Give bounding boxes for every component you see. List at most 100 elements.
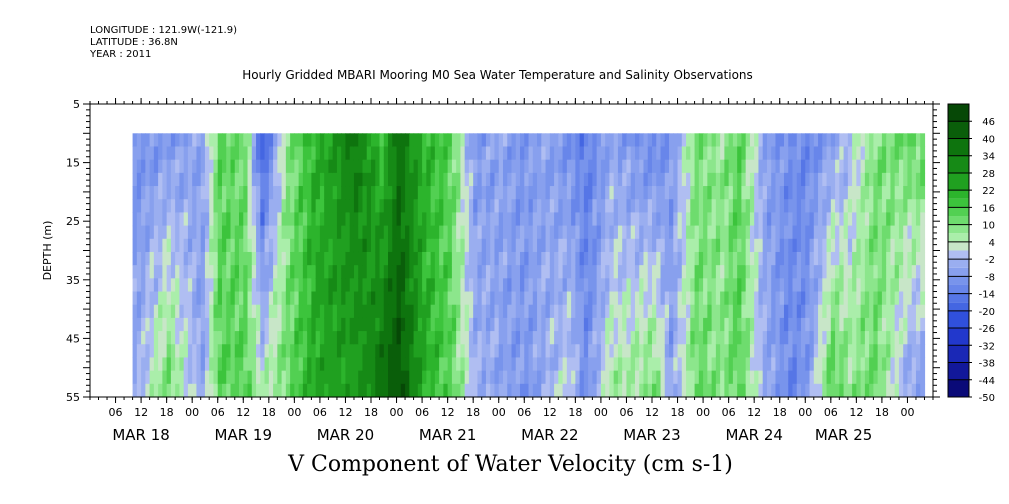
heatmap-cell xyxy=(149,159,155,174)
heatmap-cell xyxy=(758,133,764,148)
heatmap-cell xyxy=(609,186,615,200)
heatmap-cell xyxy=(277,317,283,332)
heatmap-cell xyxy=(451,172,457,187)
heatmap-cell xyxy=(566,133,572,148)
heatmap-cell xyxy=(562,265,568,279)
heatmap-cell xyxy=(353,225,359,240)
heatmap-cell xyxy=(758,383,764,398)
heatmap-cell xyxy=(383,212,389,227)
heatmap-cell xyxy=(915,186,921,200)
heatmap-cell xyxy=(132,383,138,398)
heatmap-cell xyxy=(477,331,483,345)
colorbar-swatch xyxy=(948,104,969,122)
heatmap-cell xyxy=(626,383,632,398)
heatmap-cell xyxy=(511,317,517,332)
heatmap-cell xyxy=(447,172,453,187)
heatmap-cell xyxy=(332,278,338,293)
heatmap-cell xyxy=(226,291,232,306)
heatmap-cell xyxy=(247,238,253,253)
heatmap-cell xyxy=(609,212,615,227)
heatmap-cell xyxy=(856,159,862,174)
heatmap-cell xyxy=(498,383,504,398)
heatmap-cell xyxy=(796,304,802,319)
heatmap-cell xyxy=(324,251,330,266)
heatmap-cell xyxy=(290,383,295,398)
heatmap-cell xyxy=(711,159,717,174)
heatmap-cell xyxy=(349,238,355,253)
heatmap-cell xyxy=(524,304,530,319)
heatmap-cell xyxy=(575,199,581,214)
x-date-labels: MAR 18 MAR 19 MAR 20 MAR 21 MAR 22 MAR 23 MAR … xyxy=(112,426,872,444)
heatmap-cell xyxy=(409,146,415,161)
heatmap-cell xyxy=(813,265,819,279)
heatmap-cell xyxy=(826,357,832,372)
heatmap-cell xyxy=(822,159,828,174)
heatmap-cell xyxy=(341,238,347,253)
heatmap-cell xyxy=(596,317,602,332)
heatmap-cell xyxy=(681,251,687,266)
x-date-label: MAR 25 xyxy=(815,426,872,444)
heatmap-cell xyxy=(149,357,155,372)
heatmap-cell xyxy=(196,317,202,332)
heatmap-field xyxy=(132,133,926,398)
heatmap-cell xyxy=(681,291,687,306)
heatmap-cell xyxy=(805,317,811,332)
heatmap-cell xyxy=(605,304,611,319)
heatmap-cell xyxy=(728,265,734,279)
heatmap-cell xyxy=(345,331,351,345)
heatmap-cell xyxy=(251,159,257,174)
heatmap-cell xyxy=(332,133,338,148)
heatmap-cell xyxy=(775,146,781,161)
heatmap-cell xyxy=(162,133,168,148)
heatmap-cell xyxy=(613,370,619,385)
heatmap-cell xyxy=(830,186,836,200)
heatmap-cell xyxy=(170,278,176,293)
heatmap-cell xyxy=(481,304,487,319)
heatmap-cell xyxy=(669,278,674,293)
heatmap-cell xyxy=(839,331,845,345)
heatmap-cell xyxy=(630,357,636,372)
heatmap-cell xyxy=(302,278,308,293)
heatmap-cell xyxy=(881,212,887,227)
heatmap-cell xyxy=(277,331,283,345)
heatmap-cell xyxy=(715,383,721,398)
heatmap-cell xyxy=(737,370,743,385)
heatmap-cell xyxy=(869,383,874,398)
heatmap-cell xyxy=(643,344,649,359)
heatmap-cell xyxy=(630,172,636,187)
heatmap-cell xyxy=(264,212,270,227)
heatmap-cell xyxy=(362,186,368,200)
heatmap-cell xyxy=(256,133,261,148)
heatmap-cell xyxy=(336,251,342,266)
heatmap-cell xyxy=(732,304,738,319)
heatmap-cell xyxy=(324,133,330,148)
heatmap-cell xyxy=(856,225,862,240)
heatmap-cell xyxy=(575,265,581,279)
heatmap-cell xyxy=(818,225,823,240)
heatmap-cell xyxy=(779,146,785,161)
heatmap-cell xyxy=(277,146,283,161)
heatmap-cell xyxy=(298,357,304,372)
heatmap-cell xyxy=(869,238,874,253)
heatmap-cell xyxy=(264,251,270,266)
heatmap-cell xyxy=(307,317,312,332)
heatmap-cell xyxy=(515,133,521,148)
heatmap-cell xyxy=(332,225,338,240)
heatmap-cell xyxy=(422,304,427,319)
heatmap-cell xyxy=(149,265,155,279)
heatmap-cell xyxy=(285,133,291,148)
heatmap-cell xyxy=(579,317,585,332)
x-hour-label: 00 xyxy=(594,406,608,419)
heatmap-cell xyxy=(298,344,304,359)
heatmap-cell xyxy=(673,251,679,266)
heatmap-cell xyxy=(732,344,738,359)
heatmap-cell xyxy=(898,146,904,161)
heatmap-cell xyxy=(273,344,278,359)
heatmap-cell xyxy=(268,186,274,200)
heatmap-cell xyxy=(698,344,704,359)
heatmap-cell xyxy=(400,278,406,293)
heatmap-cell xyxy=(562,146,568,161)
heatmap-cell xyxy=(426,331,432,345)
heatmap-cell xyxy=(379,133,385,148)
x-hour-label: 18 xyxy=(773,406,787,419)
